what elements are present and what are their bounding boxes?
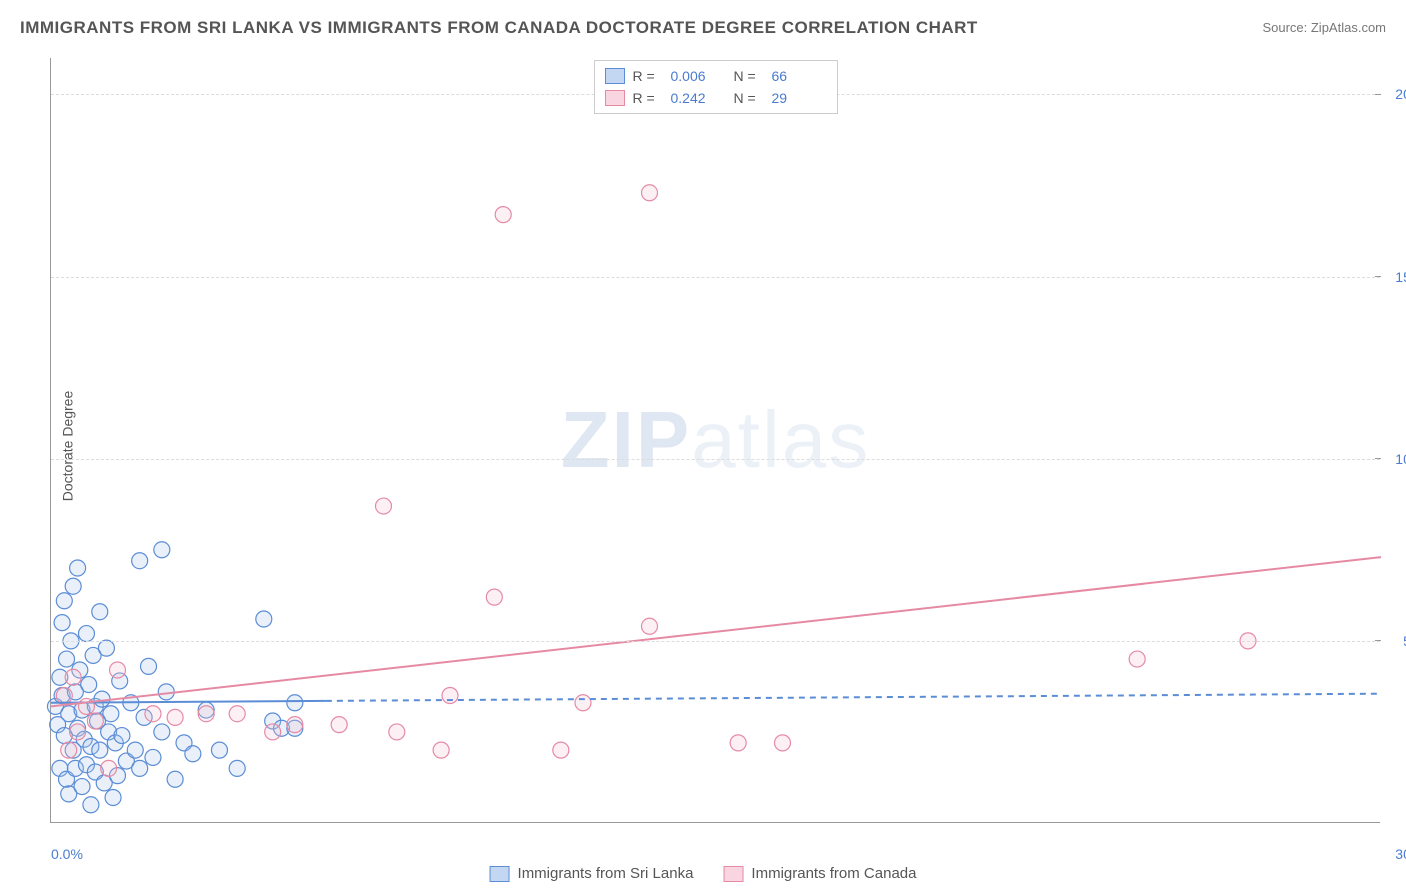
legend-stats-row-1: R =0.242 N =29 — [605, 87, 827, 109]
data-point — [167, 709, 183, 725]
data-point — [92, 604, 108, 620]
data-point — [65, 669, 81, 685]
data-point — [376, 498, 392, 514]
legend-stats: R =0.006 N =66 R =0.242 N =29 — [594, 60, 838, 114]
data-point — [331, 717, 347, 733]
trend-line-extrapolated — [326, 694, 1381, 701]
data-point — [132, 760, 148, 776]
y-tick-label: 15.0% — [1385, 269, 1406, 285]
data-point — [229, 760, 245, 776]
data-point — [287, 695, 303, 711]
data-point — [433, 742, 449, 758]
data-point — [730, 735, 746, 751]
data-point — [1129, 651, 1145, 667]
swatch-icon — [605, 90, 625, 106]
data-point — [56, 593, 72, 609]
data-point — [211, 742, 227, 758]
data-point — [775, 735, 791, 751]
legend-item-0: Immigrants from Sri Lanka — [490, 865, 694, 882]
source-label: Source: ZipAtlas.com — [1262, 20, 1386, 35]
data-point — [389, 724, 405, 740]
data-point — [132, 553, 148, 569]
data-point — [70, 724, 86, 740]
swatch-icon — [490, 866, 510, 882]
data-point — [114, 728, 130, 744]
legend-item-1: Immigrants from Canada — [723, 865, 916, 882]
data-point — [575, 695, 591, 711]
data-point — [74, 779, 90, 795]
data-point — [65, 578, 81, 594]
data-point — [145, 706, 161, 722]
y-tick-label: 10.0% — [1385, 451, 1406, 467]
data-point — [486, 589, 502, 605]
data-point — [105, 790, 121, 806]
chart-canvas — [51, 58, 1380, 822]
y-tick-label: 20.0% — [1385, 86, 1406, 102]
data-point — [54, 615, 70, 631]
legend-label: Immigrants from Sri Lanka — [518, 865, 694, 882]
legend-stats-row-0: R =0.006 N =66 — [605, 65, 827, 87]
data-point — [553, 742, 569, 758]
swatch-icon — [723, 866, 743, 882]
legend-bottom: Immigrants from Sri Lanka Immigrants fro… — [490, 865, 917, 882]
data-point — [642, 618, 658, 634]
data-point — [141, 658, 157, 674]
data-point — [256, 611, 272, 627]
trend-line — [51, 557, 1381, 706]
data-point — [78, 626, 94, 642]
data-point — [287, 717, 303, 733]
data-point — [154, 542, 170, 558]
plot-area: ZIPatlas R =0.006 N =66 R =0.242 N =29 5… — [50, 58, 1380, 823]
data-point — [229, 706, 245, 722]
data-point — [101, 760, 117, 776]
data-point — [59, 651, 75, 667]
data-point — [167, 771, 183, 787]
swatch-icon — [605, 68, 625, 84]
data-point — [495, 207, 511, 223]
data-point — [145, 749, 161, 765]
data-point — [61, 742, 77, 758]
chart-title: IMMIGRANTS FROM SRI LANKA VS IMMIGRANTS … — [20, 18, 978, 38]
legend-label: Immigrants from Canada — [751, 865, 916, 882]
data-point — [442, 688, 458, 704]
data-point — [127, 742, 143, 758]
y-tick-label: 5.0% — [1385, 633, 1406, 649]
data-point — [70, 560, 86, 576]
data-point — [642, 185, 658, 201]
data-point — [103, 706, 119, 722]
data-point — [154, 724, 170, 740]
data-point — [98, 640, 114, 656]
data-point — [185, 746, 201, 762]
data-point — [110, 662, 126, 678]
data-point — [87, 713, 103, 729]
data-point — [198, 706, 214, 722]
data-point — [56, 688, 72, 704]
data-point — [83, 797, 99, 813]
data-point — [92, 742, 108, 758]
x-tick-min: 0.0% — [51, 846, 83, 862]
data-point — [265, 724, 281, 740]
x-tick-max: 30.0% — [1385, 846, 1406, 862]
data-point — [81, 677, 97, 693]
